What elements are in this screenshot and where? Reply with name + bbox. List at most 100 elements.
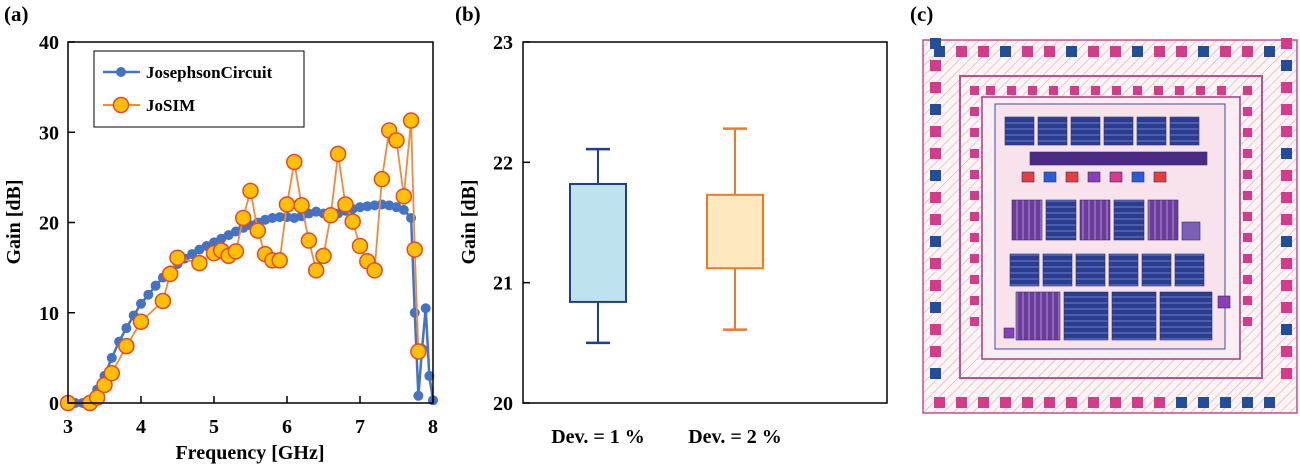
data-point-josim [322,207,340,224]
data-point-josephson [106,352,117,363]
bond-pad [1070,86,1079,95]
bond-pad [970,254,979,263]
y-tick-label: 22 [493,152,513,174]
bond-pad [930,214,941,225]
component [1217,295,1231,309]
bond-pad [930,126,941,137]
data-point-josephson [413,390,424,401]
bond-pad [934,397,945,408]
bond-pad [1243,317,1252,326]
bond-pad [930,236,941,247]
data-point-josim [337,196,354,213]
bond-pad [1243,149,1252,158]
data-point-josim [103,364,121,382]
x-tick-label: 5 [209,416,219,438]
data-point-josim [242,182,259,200]
legend-label-josephson: JosephsonCircuit [146,63,273,82]
data-point-josim [344,213,361,230]
bond-pad [970,233,979,242]
bond-pad [930,38,941,49]
bond-pad [970,170,979,179]
data-point-josim [88,389,106,406]
box [569,182,627,303]
bond-pad [1022,397,1033,408]
bond-pad [956,46,967,57]
bond-pad [1281,148,1292,159]
y-tick-label: 10 [39,303,59,325]
data-point-josephson [424,370,435,381]
circuit-block [1181,221,1201,241]
bond-pad [1176,397,1187,408]
bond-pad [970,296,979,305]
data-point-josephson [355,202,365,213]
circuit-block [1136,116,1167,146]
data-point-josim [300,232,318,249]
bond-pad [1154,397,1165,408]
bond-pad [1154,86,1163,95]
bond-pad [1243,107,1252,116]
bond-pad [970,128,979,137]
bond-pad [1242,397,1253,408]
bond-pad [1243,296,1252,305]
data-point-josephson [274,212,285,223]
circuit-block [1111,291,1157,341]
data-point-josim [191,254,208,272]
data-point-josim [271,252,288,269]
data-point-josim [227,243,245,260]
component [1087,171,1101,183]
bond-pad [1281,60,1292,71]
circuit-block [1159,291,1213,341]
circuit-block [1015,291,1061,341]
bond-pad [1243,86,1252,95]
panel-label-a: (a) [4,2,29,26]
circuit-block [1063,291,1109,341]
bond-pad [970,275,979,284]
circuit-block [1075,253,1106,287]
data-point-josim [278,196,296,213]
data-point-josim [234,209,252,227]
bond-pad [970,212,979,221]
bond-pad [1242,46,1253,57]
bond-pad [934,46,945,57]
x-tick-label: 6 [282,416,292,438]
gain-vs-frequency-chart: 3 4 5 6 7 8 0 10 20 30 40 Frequency [GHz] Gain [dB… [3,32,438,464]
bond-pad [1066,397,1077,408]
bond-pad [970,107,979,116]
y-tick-label: 20 [493,393,513,415]
circuit-block [1042,253,1073,287]
bond-pad [970,86,979,95]
bond-pad [1281,104,1292,115]
panel-label-b: (b) [455,2,481,26]
bond-pad [1154,46,1165,57]
y-tick-label: 30 [39,122,59,144]
bond-pad [1281,302,1292,313]
bond-pad [1281,324,1292,335]
bond-pad [930,60,941,71]
bond-pad [1220,46,1231,57]
component [1131,171,1145,183]
data-point-josephson [150,280,161,291]
bond-pad [1243,275,1252,284]
bond-pad [1028,86,1037,95]
bond-pad [986,86,995,95]
bond-pad [1243,191,1252,200]
data-point-josim [96,376,113,394]
bond-pad [1176,46,1187,57]
x-tick-label: 3 [63,416,73,438]
bond-pad [1112,86,1121,95]
bond-pad [930,170,941,181]
y-tick-label: 0 [49,393,59,415]
bond-pad [956,397,967,408]
data-point-josim [154,292,172,310]
circuit-block [1045,199,1077,241]
data-point-josim [351,237,369,255]
data-point-josephson [143,289,154,300]
y-axis-label: Gain [dB] [458,179,480,264]
bond-pad [930,302,941,313]
bond-pad [930,280,941,291]
circuit-block [1147,199,1179,241]
category-label: Dev. = 2 % [688,426,782,448]
bond-pad [1196,86,1205,95]
data-point-josephson [136,298,146,309]
legend-marker-josephson [116,67,126,77]
